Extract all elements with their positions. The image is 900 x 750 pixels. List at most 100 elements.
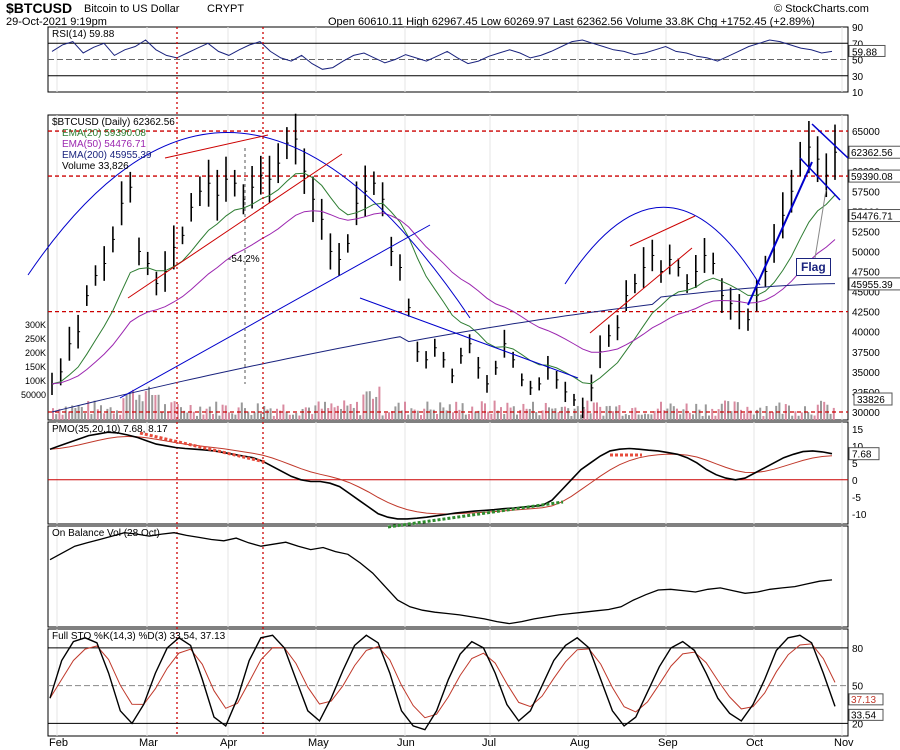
- volume-bar: [532, 401, 534, 420]
- volume-bar: [122, 398, 125, 420]
- volume-bar: [103, 413, 106, 420]
- sto-k-flag: 33.54: [851, 710, 876, 721]
- volume-bar: [320, 408, 323, 420]
- volume-bar: [87, 400, 90, 420]
- sto-tick-80: 80: [852, 644, 864, 655]
- pmo-panel: [47, 421, 849, 525]
- month-label-nov: Nov: [834, 737, 854, 749]
- sto-k-line: [49, 634, 836, 731]
- rsi-last-flag-box: [848, 44, 886, 57]
- declining-trendline: [359, 297, 579, 379]
- volume-bar: [445, 410, 448, 420]
- volume-bar: [672, 406, 675, 420]
- volume-bar: [775, 405, 778, 420]
- price-tick-40000: 40000: [852, 328, 880, 339]
- symbol-name: Bitcoin to US Dollar: [84, 3, 180, 15]
- volume-bar: [538, 415, 541, 420]
- volume-bar: [439, 402, 442, 420]
- volume-bar: [727, 401, 730, 420]
- volume-bar: [602, 415, 605, 420]
- sto-tick-50: 50: [852, 682, 864, 693]
- volume-bar: [125, 394, 128, 420]
- volume-bar: [733, 401, 736, 420]
- flag-annotation: Flag: [796, 258, 831, 276]
- legend-ema200: EMA(200) 45955.39: [62, 150, 152, 161]
- volume-bar: [266, 409, 269, 420]
- volume-bar: [186, 412, 189, 420]
- volume-bar: [410, 408, 413, 420]
- volume-bar: [52, 408, 54, 420]
- pmo-last-flag: 7.68: [852, 450, 872, 461]
- volume-bar: [717, 409, 720, 420]
- volume-bar: [823, 401, 826, 420]
- volume-bar: [749, 410, 752, 420]
- volume-bar: [180, 407, 182, 420]
- volume-bar: [756, 409, 758, 420]
- ohlc-readout: Open 60610.11 High 62967.45 Low 60269.97…: [328, 16, 815, 28]
- price-tick-50000: 50000: [852, 247, 880, 258]
- volume-bar: [525, 408, 528, 420]
- volume-bar: [762, 415, 765, 420]
- rsi-tick-30: 30: [852, 72, 864, 83]
- month-label-mar: Mar: [139, 737, 158, 749]
- volume-bar: [132, 389, 134, 420]
- ema200-line: [51, 283, 836, 413]
- volume-bar: [80, 407, 83, 420]
- volume-bar: [541, 410, 544, 420]
- volume-bar: [781, 413, 784, 420]
- volume-bar: [535, 412, 538, 420]
- date-label: 29-Oct-2021 9:19pm: [6, 16, 107, 28]
- volume-bar: [279, 410, 282, 420]
- volume-bar: [212, 413, 214, 420]
- volume-bar: [663, 410, 666, 420]
- volume-bar: [605, 406, 608, 420]
- volume-bar: [567, 408, 570, 420]
- volume-bar: [311, 414, 314, 420]
- volume-bar: [682, 409, 685, 420]
- volume-bar: [740, 409, 742, 420]
- volume-bar: [647, 414, 650, 420]
- volume-bar: [832, 407, 835, 420]
- volume-bar: [554, 408, 557, 420]
- volume-bar: [743, 413, 746, 420]
- volume-bar: [375, 396, 378, 420]
- price-title: $BTCUSD (Daily) 62362.56: [52, 117, 175, 128]
- volume-bar: [528, 408, 531, 420]
- volume-bar: [560, 406, 563, 420]
- volume-bar: [138, 394, 141, 420]
- volume-bar: [359, 415, 362, 420]
- volume-bar: [154, 394, 157, 420]
- volume-bar: [308, 407, 310, 420]
- volume-bar: [340, 408, 342, 420]
- rsi-last-flag: 59.88: [852, 47, 877, 58]
- price-tick-65000: 65000: [852, 127, 880, 138]
- volume-bar: [144, 391, 147, 420]
- volume-bar: [516, 414, 518, 420]
- volume-bar: [468, 413, 470, 420]
- volume-bar: [650, 414, 653, 420]
- volume-bar: [253, 412, 256, 420]
- price-tick-42500: 42500: [852, 308, 880, 319]
- volume-bar: [237, 407, 240, 420]
- volume-bar: [621, 415, 624, 420]
- volume-bar: [228, 412, 230, 420]
- flag-upper-line: [811, 123, 849, 159]
- sto-panel: [47, 628, 849, 737]
- volume-bar: [295, 413, 298, 420]
- volume-bar: [276, 408, 278, 420]
- flag-pointer: [814, 189, 827, 259]
- rising-support-line-2: [589, 247, 693, 334]
- volume-bar: [480, 401, 483, 420]
- month-label-jun: Jun: [397, 737, 415, 749]
- volume-bar: [196, 415, 198, 420]
- volume-bar: [436, 413, 438, 420]
- volume-bar: [474, 411, 477, 420]
- volume-bar: [608, 405, 611, 420]
- pmo-negative-divergence: [139, 431, 266, 464]
- volume-bar: [794, 411, 797, 420]
- volume-bar: [404, 401, 406, 420]
- rising-resistance-line-2: [629, 215, 696, 247]
- volume-bar: [730, 411, 733, 420]
- pmo-tick-15: 15: [852, 425, 864, 436]
